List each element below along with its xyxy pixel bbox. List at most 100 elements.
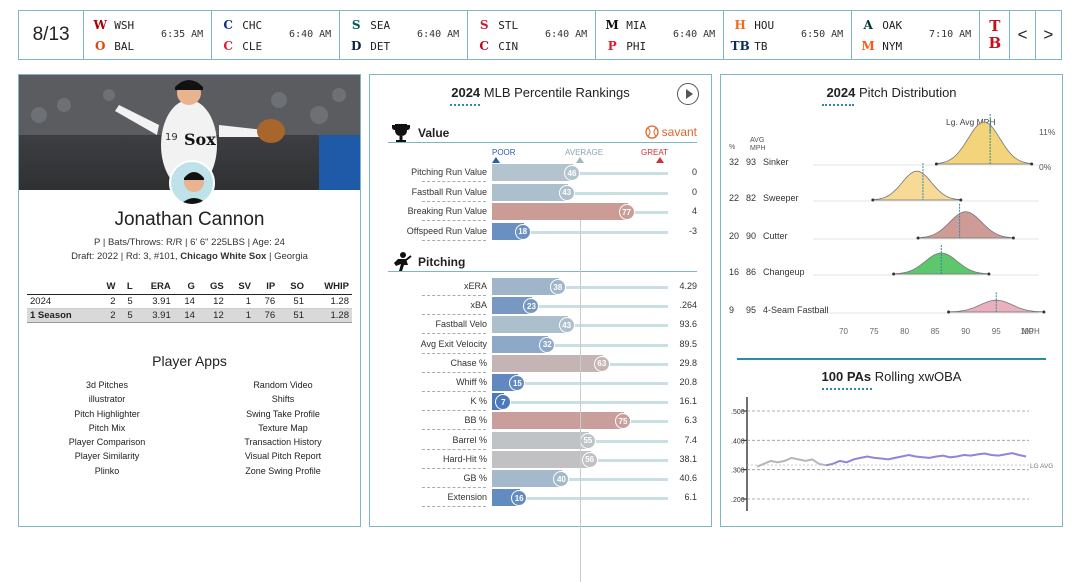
- pitch-name: Changeup: [763, 267, 805, 277]
- scoreboard-game[interactable]: W WSH O BAL 6:35 AM: [84, 11, 213, 59]
- draft-team-link[interactable]: Chicago White Sox: [180, 251, 267, 262]
- home-team-abbr: PHI: [626, 39, 647, 53]
- x-unit-label: MPH: [1022, 327, 1040, 336]
- player-app-link[interactable]: illustrator: [88, 394, 126, 405]
- metric-value: 0: [691, 167, 697, 177]
- stats-cell: 76: [254, 308, 279, 323]
- percentile-row[interactable]: Hard-Hit % 56 38.1: [370, 450, 711, 469]
- percentile-row[interactable]: Breaking Run Value 77 4: [370, 203, 711, 221]
- percentile-row[interactable]: Barrel % 55 7.4: [370, 431, 711, 450]
- pitch-row[interactable]: 20 90 Cutter: [729, 203, 1039, 241]
- rolling-xwoba-chart: .500 .400 .300 .200 LG AVG: [731, 397, 1053, 511]
- metric-label: Barrel %: [452, 434, 487, 445]
- player-app-link[interactable]: Shifts: [271, 394, 295, 405]
- metric-value: 6.1: [684, 492, 697, 503]
- percentile-row[interactable]: Fastball Run Value 43 0: [370, 183, 711, 202]
- percentile-row[interactable]: Offspeed Run Value 18 -3: [370, 222, 711, 241]
- stats-table: W L ERA G GS SV IP SO WHIP 2024 2 5 3.91 14 12 1 76 51 1.…: [27, 279, 352, 323]
- player-app-link[interactable]: Pitch Highlighter: [74, 408, 140, 419]
- player-app-link[interactable]: Player Comparison: [68, 437, 146, 448]
- player-app-link[interactable]: Swing Take Profile: [246, 408, 320, 419]
- savant-logo[interactable]: savant: [644, 125, 697, 139]
- percentile-row[interactable]: BB % 75 6.3: [370, 412, 711, 431]
- percentile-row[interactable]: xBA 23 .264: [370, 297, 711, 316]
- percentile-bar: [492, 278, 559, 295]
- pitch-row[interactable]: 9 95 4-Seam Fastball: [729, 292, 1046, 315]
- away-team-abbr: WSH: [114, 18, 135, 32]
- scoreboard-game[interactable]: C CHC C CLE 6:40 AM: [212, 11, 341, 59]
- percentile-row[interactable]: Avg Exit Velocity 32 89.5: [370, 335, 711, 354]
- home-team-abbr: BAL: [114, 39, 135, 53]
- percentile-bar: [492, 316, 568, 334]
- percentile-row[interactable]: Extension 16 6.1: [370, 489, 711, 508]
- away-team-logo-icon: W: [93, 18, 107, 32]
- percentile-bar: [492, 431, 589, 449]
- stats-cell: 1 Season: [27, 308, 97, 323]
- stats-cell: 2024: [27, 294, 97, 309]
- game-time: 6:40 AM: [417, 29, 460, 40]
- pitcher-icon: [394, 252, 412, 271]
- home-team-logo-icon: M: [861, 39, 875, 53]
- pitch-row[interactable]: 22 82 Sweeper: [729, 163, 1039, 203]
- metric-value: 0: [691, 186, 697, 197]
- prev-games-button[interactable]: <: [1010, 11, 1036, 59]
- player-app-link[interactable]: Plinko: [94, 465, 120, 476]
- player-app-link[interactable]: Transaction History: [244, 437, 322, 448]
- metric-label: Pitching Run Value: [411, 167, 487, 177]
- percentile-row[interactable]: Whiff % 15 20.8: [370, 374, 711, 392]
- percentile-row[interactable]: K % 7 16.1: [370, 393, 711, 412]
- metric-value: -3: [688, 225, 697, 236]
- scoreboard-game[interactable]: A OAK M NYM 7:10 AM: [852, 11, 981, 59]
- pitch-name: Sinker: [763, 157, 789, 167]
- home-team-logo-icon: O: [94, 39, 106, 53]
- stats-cell: 5: [118, 308, 136, 323]
- x-tick-label: 85: [931, 327, 940, 336]
- player-app-link[interactable]: Zone Swing Profile: [245, 465, 321, 476]
- percentile-row[interactable]: GB % 40 40.6: [370, 470, 711, 488]
- metric-value: 20.8: [679, 377, 697, 387]
- stats-cell: 12: [197, 308, 227, 323]
- scoreboard-game[interactable]: S STL C CIN 6:40 AM: [468, 11, 597, 59]
- player-name: Jonathan Cannon: [114, 209, 265, 230]
- play-button[interactable]: [677, 83, 699, 105]
- game-time: 6:40 AM: [673, 29, 716, 40]
- metric-label: Avg Exit Velocity: [420, 338, 487, 349]
- home-team-abbr: CLE: [242, 39, 263, 53]
- metric-label: BB %: [464, 415, 487, 426]
- player-app-link[interactable]: Player Similarity: [74, 451, 140, 462]
- player-app-link[interactable]: Texture Map: [258, 422, 308, 433]
- stats-row: 2024 2 5 3.91 14 12 1 76 51 1.28: [27, 294, 352, 309]
- scoreboard-date: 8/13: [19, 11, 85, 59]
- away-team-logo-icon: S: [479, 18, 489, 32]
- away-team-abbr: STL: [498, 18, 519, 32]
- player-app-link[interactable]: 3d Pitches: [85, 380, 129, 390]
- scoreboard-game[interactable]: S SEA D DET 6:40 AM: [340, 11, 469, 59]
- scoreboard-game[interactable]: M MIA P PHI 6:40 AM: [596, 11, 725, 59]
- x-tick-label: 75: [870, 327, 879, 336]
- metric-label: Breaking Run Value: [407, 206, 487, 216]
- pitch-row[interactable]: 32 93 Sinker: [729, 114, 1039, 167]
- scale-poor-label: POOR: [492, 148, 516, 157]
- metric-value: 4: [691, 206, 697, 216]
- percentile-row[interactable]: xERA 38 4.29: [370, 278, 711, 296]
- player-headshot-avatar: [169, 160, 215, 206]
- percentile-row[interactable]: Fastball Velo 43 93.6: [370, 316, 711, 335]
- percentile-badge: 23: [523, 298, 540, 315]
- percentile-row[interactable]: Pitching Run Value 46 0: [370, 164, 711, 182]
- pitch-distribution-chart: 32 93 Sinker 22 82 Sweeper 20 90 Cutter 16 86 Chang…: [729, 114, 1046, 336]
- player-app-link[interactable]: Pitch Mix: [88, 422, 126, 433]
- next-games-button[interactable]: >: [1043, 25, 1054, 44]
- percentile-bar: [492, 203, 628, 220]
- percentile-row[interactable]: Chase % 63 29.8: [370, 354, 711, 373]
- x-tick-label: 80: [900, 327, 909, 336]
- pitch-row[interactable]: 16 86 Changeup: [729, 245, 1039, 277]
- scoreboard-game[interactable]: H HOU TB TB 6:50 AM: [724, 11, 853, 59]
- metric-value: 7.4: [684, 434, 697, 445]
- stats-cell: 5: [118, 294, 136, 309]
- metric-label: Fastball Velo: [435, 319, 487, 330]
- baseball-icon: [644, 125, 659, 139]
- away-team-abbr: CHC: [242, 18, 263, 32]
- player-app-link[interactable]: Visual Pitch Report: [244, 451, 322, 462]
- player-app-link[interactable]: Random Video: [253, 380, 313, 390]
